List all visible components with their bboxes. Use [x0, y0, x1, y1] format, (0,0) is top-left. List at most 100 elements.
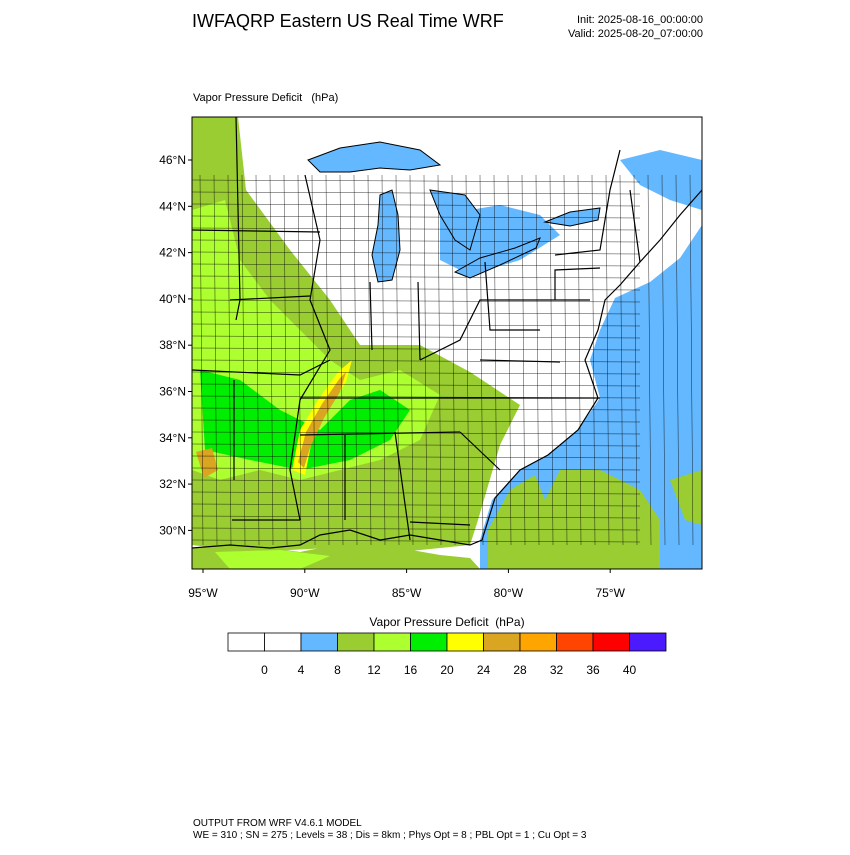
vpd-area [488, 470, 660, 569]
lon-label: 75°W [595, 586, 625, 600]
county-line [192, 491, 641, 495]
lake [453, 237, 541, 279]
county-line [192, 539, 641, 543]
county-line [192, 383, 641, 387]
county-line [451, 174, 456, 546]
county-line [192, 335, 641, 339]
county-line [192, 275, 641, 279]
county-line [619, 174, 624, 546]
county-line [549, 174, 554, 546]
county-line [192, 191, 641, 195]
map-frame [191, 116, 703, 570]
lat-label: 40°N [159, 292, 186, 306]
lon-label: 85°W [392, 586, 422, 600]
county-line [283, 174, 288, 546]
lat-label: 32°N [159, 477, 186, 491]
county-line [192, 299, 641, 303]
county-line [465, 174, 470, 546]
vpd-area [620, 150, 702, 210]
county-line [493, 174, 498, 546]
county-line [192, 311, 641, 315]
county-line [577, 174, 582, 546]
vpd-area [298, 372, 346, 468]
county-line [535, 174, 540, 546]
colorbar-box [410, 632, 448, 652]
county-line [339, 174, 344, 546]
colorbar-label: 8 [334, 663, 341, 677]
county-line [192, 371, 641, 375]
county-line [192, 227, 641, 231]
county-line [423, 174, 428, 546]
state-boundaries [192, 117, 641, 541]
vpd-area [670, 470, 702, 525]
vpd-area [196, 448, 218, 478]
vpd-area [200, 370, 410, 470]
county-line [381, 174, 386, 546]
colorbar-label: 40 [623, 663, 637, 677]
colorbar-label: 36 [586, 663, 600, 677]
county-line [689, 174, 694, 546]
county-line [192, 287, 641, 291]
colorbar-label: 28 [513, 663, 527, 677]
lake [307, 141, 442, 173]
vpd-area [610, 290, 702, 345]
county-line [192, 467, 641, 471]
county-line [192, 395, 641, 399]
county-line [192, 239, 641, 243]
lon-label: 95°W [188, 586, 218, 600]
colorbar-box [592, 632, 630, 652]
colorbar-label: 32 [550, 663, 564, 677]
lake [543, 207, 601, 227]
county-line [192, 263, 641, 267]
colorbar-box [483, 632, 521, 652]
county-line [521, 174, 526, 546]
county-line [437, 174, 442, 546]
page-title: IWFAQRP Eastern US Real Time WRF [192, 11, 504, 31]
colorbar-box [629, 632, 667, 652]
footer-line: WE = 310 ; SN = 275 ; Levels = 38 ; Dis … [193, 830, 587, 841]
lat-label: 42°N [159, 246, 186, 260]
colorbar-label: 24 [477, 663, 491, 677]
county-line [192, 479, 641, 483]
county-line [192, 431, 641, 435]
legend-title: Vapor Pressure Deficit (hPa) [369, 615, 524, 629]
colorbar-box [556, 632, 594, 652]
county-line [255, 174, 260, 546]
county-line [311, 174, 316, 546]
colorbar-label: 4 [298, 663, 305, 677]
county-line [241, 174, 246, 546]
lat-label: 34°N [159, 431, 186, 445]
coastline [192, 189, 702, 549]
colorbar-box [264, 632, 302, 652]
county-line [479, 174, 484, 546]
colorbar-box [446, 632, 484, 652]
colorbar: 0 4 8 12 16 20 24 28 32 36 40 [227, 632, 667, 677]
colorbar-box [227, 632, 265, 652]
county-line [192, 359, 641, 363]
lat-label: 36°N [159, 385, 186, 399]
county-line [192, 515, 641, 519]
colorbar-box [519, 632, 557, 652]
map-field [192, 117, 702, 569]
county-line [192, 419, 641, 423]
county-line [325, 174, 330, 546]
county-line [192, 203, 641, 207]
lat-label: 38°N [159, 338, 186, 352]
county-line [409, 174, 414, 546]
county-line [192, 215, 641, 219]
county-line [507, 174, 512, 546]
county-line [192, 455, 641, 459]
county-line [269, 174, 274, 546]
county-line [395, 174, 400, 546]
county-line [647, 174, 652, 546]
county-line [591, 174, 596, 546]
county-line [605, 174, 610, 546]
lat-label: 30°N [159, 523, 186, 537]
map-title: Vapor Pressure Deficit (hPa) [193, 92, 338, 104]
county-line [192, 347, 641, 351]
lat-label: 44°N [159, 199, 186, 213]
county-line [675, 174, 680, 546]
county-line [367, 174, 372, 546]
